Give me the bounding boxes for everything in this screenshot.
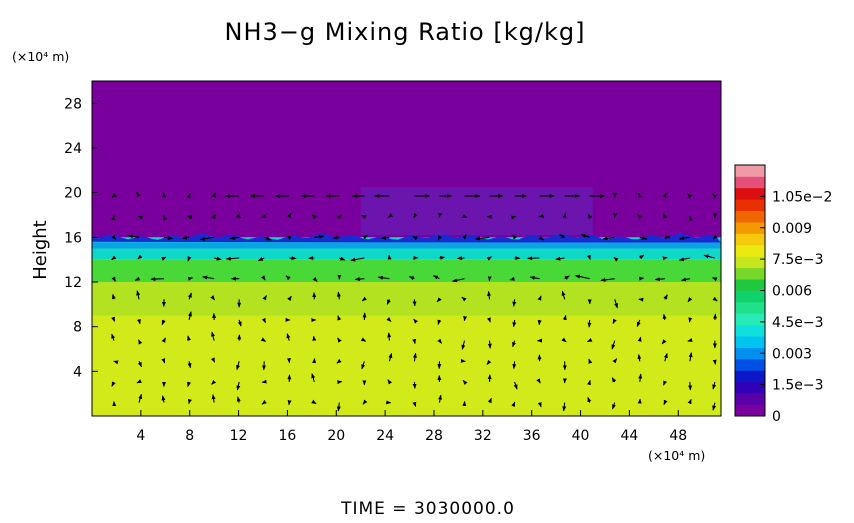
wind-vector	[364, 341, 365, 342]
y-tick-label: 28	[64, 96, 82, 112]
colorbar-segment	[735, 188, 765, 200]
wind-vector	[262, 217, 265, 218]
wind-vector	[314, 336, 315, 340]
upper-haze	[361, 187, 593, 235]
wind-vector	[289, 258, 296, 259]
colorbar-segment	[735, 393, 765, 405]
chart-title: NH3−g Mixing Ratio [kg/kg]	[225, 18, 586, 46]
colorbar-segment	[735, 256, 765, 268]
x-tick-label: 32	[474, 428, 492, 444]
time-label: TIME = 3030000.0	[340, 499, 515, 519]
x-tick-label: 28	[425, 428, 443, 444]
wind-vector	[414, 341, 415, 344]
wind-vector	[490, 341, 491, 349]
colorbar-segment	[735, 302, 765, 314]
colorbar-segment	[735, 176, 765, 188]
heatmap-field	[92, 81, 721, 416]
wind-vector	[589, 359, 590, 361]
wind-vector	[614, 257, 615, 258]
colorbar-label: 0	[772, 409, 781, 425]
field-layer-2	[92, 260, 721, 282]
wind-vector	[439, 257, 444, 258]
field-layer-1	[92, 282, 721, 316]
colorbar-segment	[735, 279, 765, 291]
y-tick-label: 8	[73, 320, 82, 336]
colorbar-segment	[735, 199, 765, 211]
wind-vector	[688, 341, 690, 342]
wind-vector	[589, 320, 590, 327]
colorbar-segment	[735, 325, 765, 337]
wind-vector	[715, 314, 716, 320]
colorbar-segment	[735, 359, 765, 371]
x-tick-label: 48	[669, 428, 687, 444]
colorbar-segment	[735, 336, 765, 348]
colorbar-segment	[735, 233, 765, 245]
wind-vector	[540, 382, 541, 383]
y-tick-label: 16	[64, 230, 82, 246]
colorbar-segment	[735, 313, 765, 325]
field-layer-0	[92, 316, 721, 417]
wind-vector	[164, 361, 165, 363]
colorbar-segment	[735, 165, 765, 177]
x-axis-unit: (×10⁴ m)	[648, 448, 705, 463]
colorbar-segment	[735, 268, 765, 280]
wind-vector	[664, 403, 665, 405]
x-tick-label: 44	[620, 428, 638, 444]
wind-vector	[333, 237, 339, 238]
y-axis-unit: (×10⁴ m)	[12, 49, 69, 64]
x-tick-label: 16	[279, 428, 297, 444]
x-tick-label: 24	[376, 428, 394, 444]
wind-vector	[490, 320, 491, 322]
wind-vector	[151, 279, 164, 280]
wind-vector	[355, 279, 364, 280]
wind-vector	[388, 217, 389, 218]
colorbar-segment	[735, 211, 765, 223]
colorbar-segment	[735, 245, 765, 257]
colorbar-label: 1.05e−2	[772, 189, 832, 205]
colorbar-label: 0.006	[772, 284, 812, 300]
wind-vector	[413, 237, 415, 238]
wind-vector	[640, 278, 644, 279]
colorbar-segment	[735, 382, 765, 394]
colorbar-label: 0.009	[772, 221, 812, 237]
y-tick-label: 4	[73, 364, 82, 380]
y-tick-label: 12	[64, 275, 82, 291]
wind-vector	[715, 361, 716, 364]
wind-vector	[414, 217, 415, 218]
colorbar-segment	[735, 370, 765, 382]
y-tick-label: 24	[64, 141, 82, 157]
wind-vector	[690, 382, 691, 390]
wind-vector	[114, 320, 115, 322]
colorbar: 0 1.5e−3 0.003 4.5e−3 0.006 7.5e−3 0.009 1.05e−…	[735, 165, 832, 425]
colorbar-label: 4.5e−3	[772, 315, 824, 331]
wind-vector	[414, 319, 415, 320]
x-tick-label: 12	[230, 428, 248, 444]
wind-vector	[465, 217, 467, 218]
y-tick-label: 20	[64, 186, 82, 202]
interface-edge	[92, 242, 721, 248]
wind-vector	[389, 333, 390, 341]
x-tick-label: 8	[185, 428, 194, 444]
wind-vector	[264, 341, 265, 342]
colorbar-segment	[735, 405, 765, 417]
x-tick-label: 36	[523, 428, 541, 444]
x-tick-label: 40	[572, 428, 590, 444]
x-tick-label: 4	[136, 428, 145, 444]
colorbar-label: 0.003	[772, 346, 812, 362]
colorbar-label: 7.5e−3	[772, 252, 824, 268]
x-tick-label: 20	[327, 428, 345, 444]
y-axis-label: Height	[30, 220, 51, 280]
colorbar-segment	[735, 291, 765, 303]
colorbar-label: 1.5e−3	[772, 378, 824, 394]
